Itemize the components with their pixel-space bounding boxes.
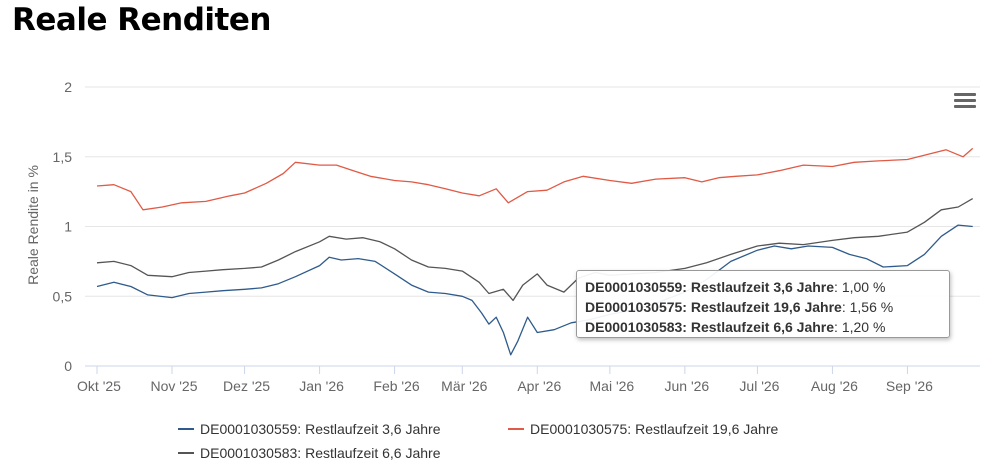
- series-line-2: [96, 147, 974, 211]
- x-tick-label: Mai '26: [590, 378, 635, 394]
- tooltip-row: DE0001030575: Restlaufzeit 19,6 Jahre: 1…: [585, 299, 894, 315]
- y-tick-label: 0: [64, 358, 72, 374]
- y-tick-label: 1,5: [53, 149, 73, 165]
- x-axis: Okt '25 Nov '25 Dez '25 Jan '26 Feb '26 Mär '…: [77, 366, 933, 394]
- legend-swatch: [178, 428, 194, 431]
- x-tick-label: Jan '26: [299, 378, 344, 394]
- hamburger-menu-icon: [954, 93, 976, 96]
- x-tick-label: Mär '26: [441, 378, 487, 394]
- tooltip-row: DE0001030583: Restlaufzeit 6,6 Jahre: 1,…: [585, 319, 886, 335]
- legend-item-series-1[interactable]: DE0001030559: Restlaufzeit 3,6 Jahre: [178, 421, 441, 437]
- y-tick-label: 1: [64, 219, 72, 235]
- y-tick-label: 2: [64, 79, 72, 95]
- y-axis-label: Reale Rendite in %: [25, 165, 41, 285]
- tooltip-label: DE0001030575: Restlaufzeit 19,6 Jahre: [585, 299, 842, 315]
- grid-lines: [85, 86, 980, 367]
- series-line-1: [96, 224, 973, 356]
- legend-label: DE0001030559: Restlaufzeit 3,6 Jahre: [200, 421, 441, 437]
- hamburger-menu-icon-bar: [954, 105, 976, 108]
- legend-swatch: [178, 452, 194, 455]
- x-tick-label: Jul '26: [739, 378, 779, 394]
- chart-tooltip: DE0001030559: Restlaufzeit 3,6 Jahre: 1,…: [576, 270, 950, 338]
- page-title: Reale Renditen: [12, 2, 271, 38]
- legend-item-series-3[interactable]: DE0001030583: Restlaufzeit 6,6 Jahre: [178, 445, 441, 461]
- x-tick-label: Nov '25: [150, 378, 197, 394]
- chart-menu-button[interactable]: [952, 90, 978, 112]
- series-line-3: [96, 198, 974, 302]
- legend-swatch: [508, 428, 524, 431]
- tooltip-row: DE0001030559: Restlaufzeit 3,6 Jahre: 1,…: [585, 279, 886, 295]
- x-tick-label: Apr '26: [517, 378, 561, 394]
- x-tick-label: Dez '25: [223, 378, 270, 394]
- x-tick-label: Feb '26: [373, 378, 419, 394]
- y-axis: 0 0,5 1 1,5 2: [53, 79, 73, 374]
- tooltip-value: 1,00 %: [841, 279, 886, 295]
- legend-label: DE0001030583: Restlaufzeit 6,6 Jahre: [200, 445, 441, 461]
- legend-label: DE0001030575: Restlaufzeit 19,6 Jahre: [530, 421, 779, 437]
- y-tick-label: 0,5: [53, 288, 73, 304]
- tooltip-value: 1,20 %: [841, 319, 886, 335]
- x-tick-label: Jun '26: [665, 378, 710, 394]
- hamburger-menu-icon-bar: [954, 99, 976, 102]
- tooltip-value: 1,56 %: [849, 299, 894, 315]
- tooltip-label: DE0001030559: Restlaufzeit 3,6 Jahre: [585, 279, 835, 295]
- tooltip-label: DE0001030583: Restlaufzeit 6,6 Jahre: [585, 319, 835, 335]
- x-tick-label: Okt '25: [77, 378, 121, 394]
- x-tick-label: Aug '26: [811, 378, 858, 394]
- series-lines: [96, 147, 974, 356]
- x-tick-label: Sep '26: [886, 378, 933, 394]
- legend-item-series-2[interactable]: DE0001030575: Restlaufzeit 19,6 Jahre: [508, 421, 778, 437]
